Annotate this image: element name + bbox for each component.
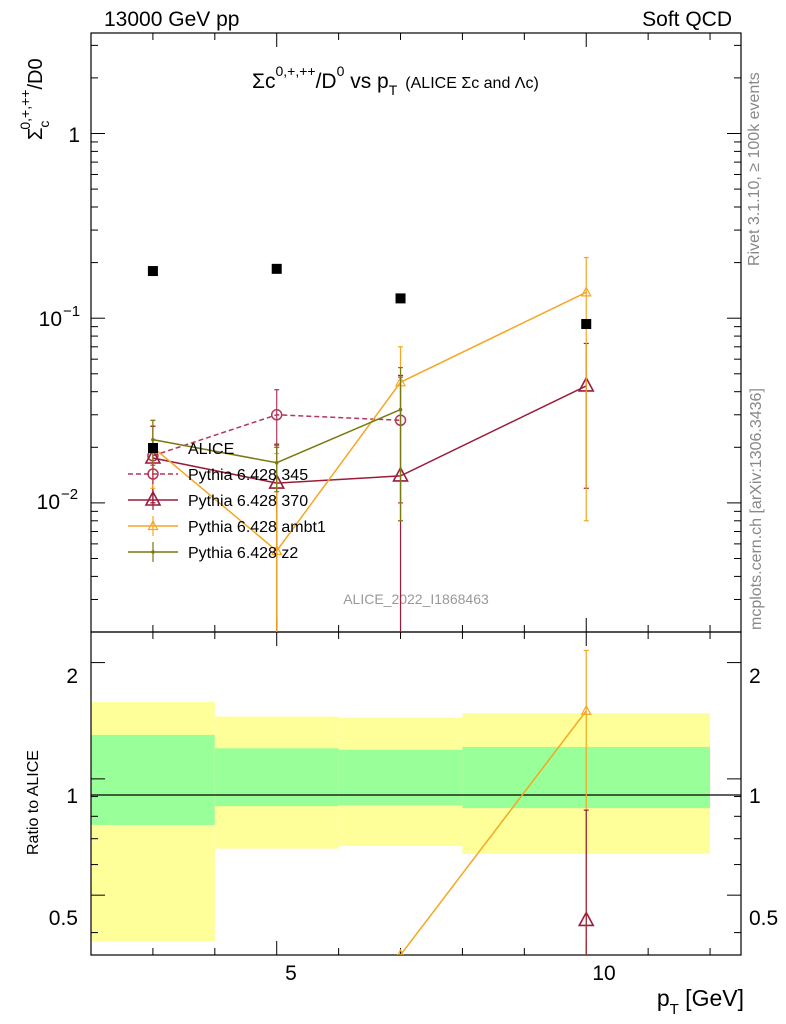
- series-line-2: [152, 291, 587, 552]
- ratio-uncertainty-bands: [91, 702, 711, 942]
- ratio-y-axis-label: Ratio to ALICE: [25, 750, 42, 855]
- ratio-plot-frame: [90, 631, 742, 956]
- svg-text:Σc0,+,++/D0: Σc0,+,++/D0: [17, 58, 52, 140]
- ratio-tick-left-2: 2: [66, 665, 78, 688]
- ratio-tick-left-1: 1: [66, 785, 78, 808]
- ratio-point: [580, 704, 592, 715]
- series-line-1: [152, 385, 587, 484]
- legend-label: ALICE: [188, 441, 234, 458]
- axis-ticks: [90, 33, 741, 955]
- series-point: [270, 409, 283, 421]
- main-plot-frame: [90, 32, 742, 633]
- header-category: Soft QCD: [642, 8, 732, 31]
- legend-marker: [148, 443, 158, 453]
- y-tick-10-1-exp: −1: [63, 303, 80, 320]
- x-tick-5: 5: [285, 962, 297, 985]
- mcplots-credit: mcplots.cern.ch [arXiv:1306.3436]: [748, 388, 765, 630]
- y-tick-10-2-exp: −2: [61, 486, 78, 503]
- legend-label: Pythia 6.428 345: [188, 467, 308, 484]
- ratio-y-tick-labels: 2 1 0.5 2 1 0.5: [49, 665, 778, 930]
- legend-label: Pythia 6.428 ambt1: [188, 519, 326, 536]
- y-tick-10-2-base: 10: [37, 491, 60, 514]
- y-tick-10-1-base: 10: [39, 308, 62, 331]
- x-axis-label: pT [GeV]: [657, 985, 744, 1018]
- x-tick-10: 10: [592, 962, 615, 985]
- legend-marker: [147, 519, 159, 531]
- ratio-band-inner: [338, 749, 463, 806]
- analysis-watermark: ALICE_2022_I1868463: [343, 591, 489, 607]
- reference-point: [395, 293, 406, 304]
- y-tick-labels: 1 10 −1 10 −2: [37, 124, 80, 514]
- rivet-version: Rivet 3.1.10, ≥ 100k events: [746, 72, 763, 266]
- legend-marker: [151, 550, 155, 554]
- ratio-band-inner: [214, 748, 339, 807]
- legend-label: Pythia 6.428 z2: [188, 545, 298, 562]
- legend-label: Pythia 6.428 370: [188, 493, 308, 510]
- reference-point: [147, 266, 158, 277]
- x-tick-labels: 5 10: [285, 962, 616, 985]
- series-point: [580, 286, 592, 297]
- header-energy: 13000 GeV pp: [104, 8, 240, 31]
- y-tick-1: 1: [68, 124, 80, 147]
- series-point: [398, 407, 403, 412]
- ratio-line-2: [399, 710, 587, 955]
- y-axis-label: Σc0,+,++/D0: [17, 58, 52, 140]
- reference-point: [581, 319, 592, 330]
- reference-point: [271, 263, 282, 274]
- series-point: [271, 544, 283, 555]
- legend-marker: [147, 468, 159, 480]
- legend-marker: [144, 490, 162, 506]
- ratio-tick-right-2: 2: [749, 665, 761, 688]
- ratio-tick-right-0.5: 0.5: [749, 907, 778, 930]
- ratio-tick-left-0.5: 0.5: [49, 907, 78, 930]
- svg-text:Ratio to ALICE: Ratio to ALICE: [25, 750, 42, 855]
- legend: ALICE Pythia 6.428 345 Pythia 6.428 370 Pyt…: [128, 441, 326, 562]
- ratio-tick-right-1: 1: [749, 785, 761, 808]
- ratio-series-layer: [397, 649, 595, 955]
- series-point: [151, 437, 155, 442]
- series-point: [274, 460, 279, 465]
- ratio-band-inner: [91, 734, 215, 825]
- chart-title: Σc0,+,++/D0 vs pT (ALICE Σc and Λc): [252, 63, 539, 98]
- ratio-point: [397, 948, 404, 955]
